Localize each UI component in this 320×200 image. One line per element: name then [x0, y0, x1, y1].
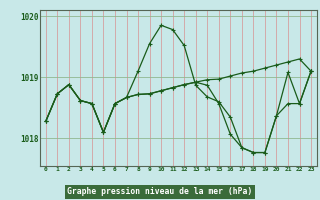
Text: Graphe pression niveau de la mer (hPa): Graphe pression niveau de la mer (hPa) — [68, 188, 252, 196]
